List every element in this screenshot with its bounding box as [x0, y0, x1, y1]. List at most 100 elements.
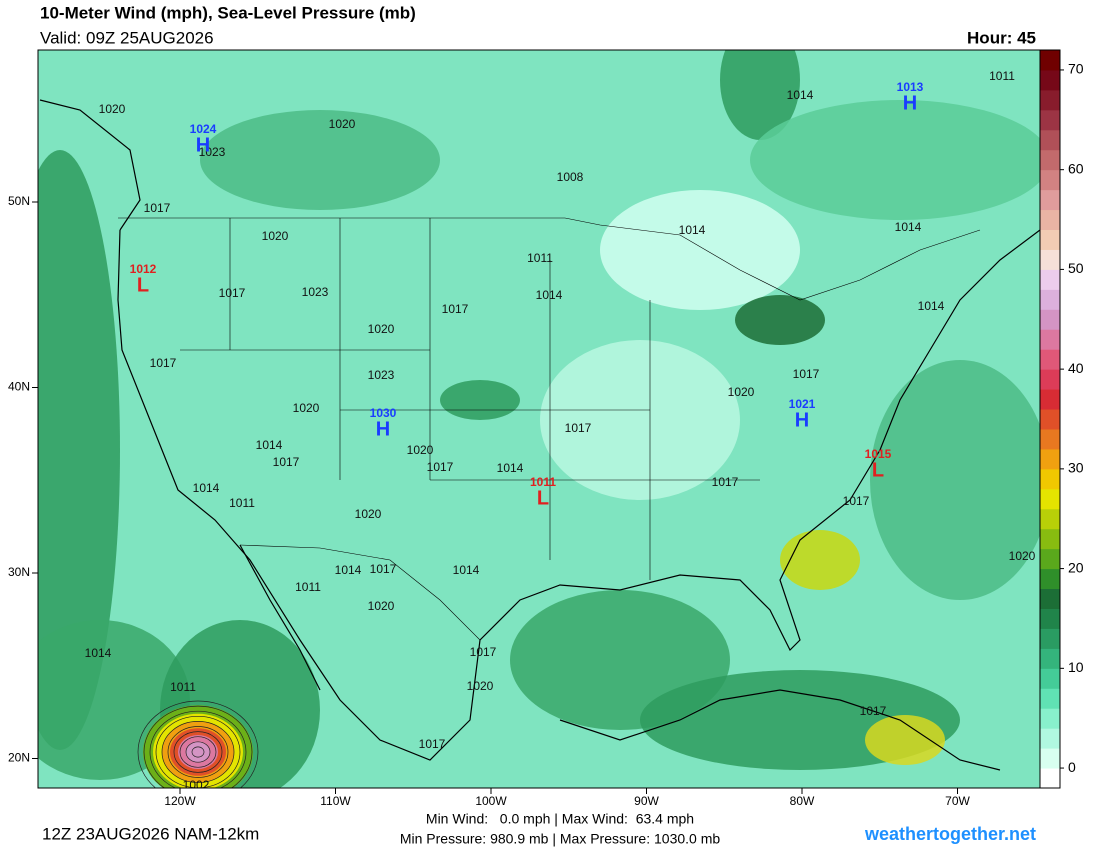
colorbar-cell [1040, 728, 1060, 749]
center-pressure: 1011 [530, 475, 556, 489]
isobar-label: 1023 [199, 145, 226, 159]
colorbar-cell [1040, 548, 1060, 570]
wind-shading-area [440, 380, 520, 420]
isobar-label: 1011 [229, 496, 255, 510]
wind-shading-area [870, 360, 1040, 600]
isobar-label: 1014 [85, 646, 112, 660]
center-letter: L [537, 487, 549, 509]
isobar-label: 1020 [293, 401, 320, 415]
isobar-label: 1017 [843, 494, 870, 508]
isobar-label: 1014 [918, 299, 945, 313]
isobar-label: 1020 [262, 229, 289, 243]
center-pressure: 1021 [789, 397, 816, 411]
wind-shading-area [865, 715, 945, 765]
isobar-label: 1017 [273, 455, 300, 469]
center-pressure: 1015 [865, 447, 892, 461]
colorbar-cell [1040, 309, 1060, 330]
isobar-ring [179, 736, 217, 768]
isobar-label: 1014 [787, 88, 814, 102]
wind-stats: Min Wind: 0.0 mph | Max Wind: 63.4 mph [426, 811, 694, 827]
colorbar-frame [1039, 49, 1061, 789]
colorbar-cell [1040, 189, 1060, 211]
colorbar-label: 20 [1068, 559, 1084, 575]
colorbar-label: 70 [1068, 61, 1084, 77]
coastlines [39, 99, 1040, 771]
isobar-label: 1014 [453, 563, 480, 577]
colorbar-label: 30 [1068, 460, 1084, 476]
colorbar-cell [1040, 768, 1060, 789]
center-pressure: 1024 [190, 122, 217, 136]
colorbar-label: 0 [1068, 759, 1076, 775]
isobar-label: 1017 [470, 645, 497, 659]
wind-shading-area [600, 190, 800, 310]
wind-shading-area [200, 110, 440, 210]
wind-shading-area [38, 150, 120, 750]
colorbar-cell [1040, 249, 1060, 270]
isobar-label: 1011 [527, 251, 553, 265]
borders [118, 217, 981, 641]
isobar-label: 1014 [193, 481, 220, 495]
isobar-ring [161, 721, 235, 783]
center-letter: H [795, 409, 809, 431]
wind-shading [38, 50, 1040, 788]
isobar-label: 1017 [427, 460, 454, 474]
valid-time: Valid: 09Z 25AUG2026 [40, 28, 214, 47]
lon-label: 110W [320, 794, 351, 808]
isobar-label: 1014 [256, 438, 283, 452]
isobar-label: 1020 [1009, 549, 1036, 563]
isobar-label: 1014 [335, 563, 362, 577]
isobar-label: 1017 [150, 356, 177, 370]
center-letter: H [376, 418, 390, 440]
forecast-hour: Hour: 45 [967, 28, 1036, 47]
colorbar-cell [1040, 149, 1060, 171]
colorbar-cell [1040, 349, 1060, 370]
isobar-label: 1017 [565, 421, 592, 435]
isobar-label: 1011 [295, 580, 321, 594]
lon-label: 90W [634, 794, 659, 808]
isobar-label: 1020 [329, 117, 356, 131]
isobar-label: 1020 [355, 507, 382, 521]
colorbar-cell [1040, 109, 1060, 131]
lon-label: 100W [475, 794, 507, 808]
isobar-label: 1014 [679, 223, 706, 237]
colorbar-cell [1040, 389, 1060, 410]
isobar-label: 1011 [170, 680, 196, 694]
isobar-label: 1017 [793, 367, 820, 381]
isobar-label: 1020 [407, 443, 434, 457]
colorbar-label: 10 [1068, 659, 1084, 675]
site-credit: weathertogether.net [864, 824, 1036, 844]
colorbar-cell [1040, 588, 1060, 609]
isobar-label: 1017 [219, 286, 246, 300]
lat-label: 50N [8, 194, 30, 208]
wind-shading-area [750, 100, 1040, 220]
colorbar-cell [1040, 329, 1060, 350]
center-letter: H [903, 92, 917, 114]
colorbar-cell [1040, 648, 1060, 669]
colorbar-cell [1040, 369, 1060, 390]
isobar-label: 1002 [183, 778, 210, 792]
lon-label: 80W [790, 794, 815, 808]
colorbar-cell [1040, 608, 1060, 629]
colorbar-cell [1040, 528, 1060, 550]
colorbar-cell [1040, 708, 1060, 729]
lat-label: 20N [8, 751, 30, 765]
colorbar-cell [1040, 468, 1060, 490]
center-letter: L [872, 459, 884, 481]
colorbar-cell [1040, 688, 1060, 709]
colorbar-cell [1040, 269, 1060, 290]
isobar-label: 1020 [99, 102, 126, 116]
title: 10-Meter Wind (mph), Sea-Level Pressure … [40, 3, 416, 22]
colorbar-cell [1040, 229, 1060, 250]
isobar-label: 1014 [497, 461, 524, 475]
isobar-label: 1017 [442, 302, 469, 316]
isobar-ring [191, 746, 205, 758]
colorbar-label: 40 [1068, 360, 1084, 376]
center-letter: H [196, 134, 210, 156]
colorbar-cell [1040, 289, 1060, 310]
colorbar-cell [1040, 209, 1060, 231]
isobar-ring [143, 705, 253, 788]
isobar-label: 1014 [536, 288, 563, 302]
wind-shading-area [540, 340, 740, 500]
isobar-label: 1020 [368, 599, 395, 613]
colorbar-cell [1040, 508, 1060, 530]
